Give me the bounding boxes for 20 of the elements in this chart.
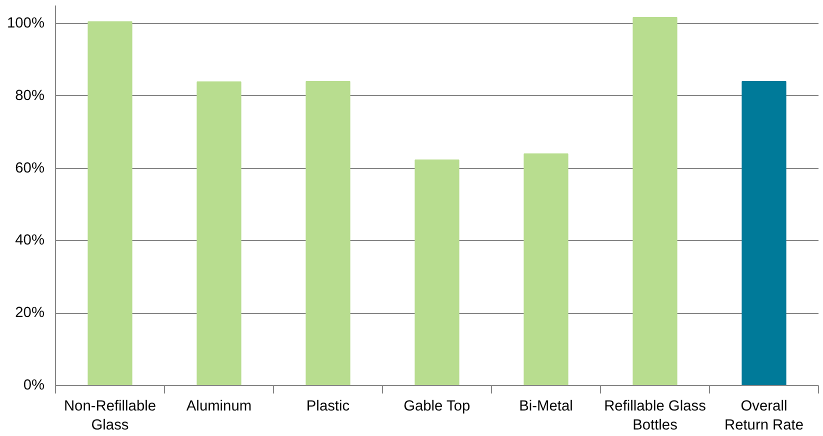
y-tick-label: 100% (7, 16, 45, 32)
y-tick-label: 0% (23, 378, 45, 394)
x-tick-label: Overall Return Rate (724, 398, 804, 434)
bar (414, 160, 460, 386)
x-tick-label: Bi-Metal (519, 398, 573, 414)
x-tick-label: Non-Refillable Glass (64, 398, 156, 434)
x-tick-label: Refillable Glass Bottles (604, 398, 706, 434)
y-tick-label: 80% (15, 88, 45, 104)
bar (196, 81, 242, 386)
y-tick-label: 20% (15, 305, 45, 322)
y-tick-label: 60% (15, 160, 45, 176)
bar (88, 21, 132, 386)
bar (632, 16, 678, 386)
y-tick-label: 40% (15, 232, 45, 249)
bar (306, 81, 350, 386)
x-tick-label: Aluminum (186, 398, 252, 414)
bar (524, 153, 568, 386)
bar (742, 81, 786, 386)
x-tick-label: Plastic (306, 398, 350, 414)
x-tick-label: Gable Top (404, 398, 470, 414)
